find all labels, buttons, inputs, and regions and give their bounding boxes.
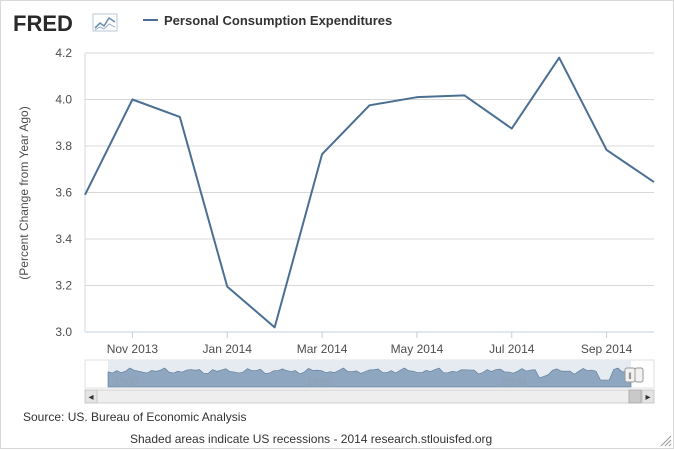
y-tick-label: 4.0 — [55, 93, 72, 107]
data-point-nov-2013[interactable] — [129, 97, 135, 103]
navigator-right-handle-2[interactable] — [634, 367, 644, 383]
scrollbar-left-button[interactable] — [84, 389, 98, 404]
x-tick-label: Mar 2014 — [297, 342, 348, 356]
x-tick-label: Jul 2014 — [489, 342, 535, 356]
x-tick-label: May 2014 — [391, 342, 444, 356]
data-point-apr-2014[interactable] — [367, 102, 373, 108]
range-navigator[interactable]: 1960 1980 2000 ‖ — [84, 359, 655, 389]
x-tick-label: Nov 2013 — [107, 342, 159, 356]
scrollbar-right-arrow-icon: ▸ — [645, 392, 650, 403]
data-point-oct-2014[interactable] — [651, 179, 657, 185]
scrollbar-thumb[interactable] — [628, 389, 642, 404]
navigator-label-2000: 2000 — [502, 376, 526, 388]
navigator-label-1960: 1960 — [114, 376, 138, 388]
data-point-dec-2013[interactable] — [177, 114, 183, 120]
y-axis-ticks: 3.0 3.2 3.4 3.6 3.8 4.0 4.2 — [55, 46, 72, 339]
x-axis-ticks: Nov 2013 Jan 2014 Mar 2014 May 2014 Jul 2014… — [107, 332, 633, 356]
scrollbar-left-arrow-icon: ◂ — [88, 392, 93, 403]
y-axis-title: (Percent Change from Year Ago) — [17, 106, 31, 279]
y-tick-label: 3.6 — [55, 186, 72, 200]
fred-logo-text: FRED — [13, 11, 73, 36]
navigator-scrollbar[interactable]: ◂ ▸ — [84, 389, 655, 404]
data-point-sep-2014[interactable] — [604, 147, 610, 153]
y-tick-label: 3.0 — [55, 325, 72, 339]
footer-note[interactable]: Shaded areas indicate US recessions - 20… — [130, 432, 492, 446]
y-tick-label: 3.8 — [55, 139, 72, 153]
data-point-jan-2014[interactable] — [224, 284, 230, 290]
data-point-aug-2014[interactable] — [556, 55, 562, 61]
data-point-jun-2014[interactable] — [461, 92, 467, 98]
navigator-handle-grip-icon: ‖ — [628, 371, 632, 381]
data-point-mar-2014[interactable] — [319, 151, 325, 157]
scrollbar-right-button[interactable] — [641, 389, 655, 404]
legend[interactable]: Personal Consumption Expenditures — [143, 13, 392, 28]
data-point-feb-2014[interactable] — [272, 324, 278, 330]
x-tick-label: Sep 2014 — [581, 342, 633, 356]
legend-label: Personal Consumption Expenditures — [164, 13, 392, 28]
x-tick-label: Jan 2014 — [203, 342, 253, 356]
navigator-label-1980: 1980 — [307, 376, 331, 388]
data-point-may-2014[interactable] — [414, 94, 420, 100]
navigator-right-handle[interactable]: ‖ — [624, 367, 636, 383]
fred-logo-graph-icon — [92, 13, 118, 32]
series-line-personal-consumption[interactable] — [84, 56, 655, 329]
resize-grip-icon[interactable] — [660, 435, 672, 447]
gridlines — [84, 52, 654, 333]
fred-logo[interactable]: FRED — [13, 11, 118, 36]
scrollbar-track[interactable] — [84, 389, 655, 404]
navigator-series-area — [107, 367, 632, 388]
data-point-jul-2014[interactable] — [509, 126, 515, 132]
y-tick-label: 4.2 — [55, 46, 72, 60]
plot-area: 3.0 3.2 3.4 3.6 3.8 4.0 4.2 Nov 2013 Jan 2014 Ma… — [55, 46, 657, 356]
y-tick-label: 3.2 — [55, 279, 72, 293]
source-note: Source: US. Bureau of Economic Analysis — [23, 410, 246, 424]
data-point-oct-2013[interactable] — [82, 192, 88, 198]
y-tick-label: 3.4 — [55, 232, 72, 246]
